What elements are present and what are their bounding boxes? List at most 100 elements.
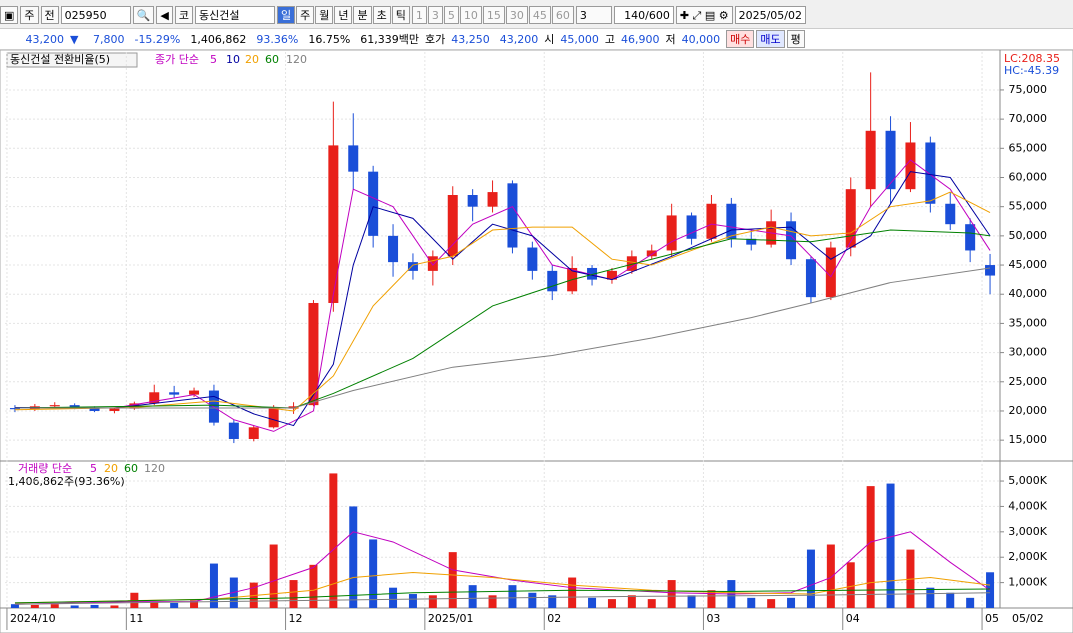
candle-body [885, 130, 896, 190]
legend-entry: 5 [210, 53, 217, 66]
step[interactable]: 3 [575, 6, 612, 24]
x-tick-label: 2025/01 [428, 612, 474, 625]
low-label: 저 [665, 33, 676, 46]
search[interactable]: 🔍 [132, 6, 155, 24]
ma-label: 종가 단순 [155, 53, 199, 66]
code-input[interactable]: 025950 [60, 6, 131, 24]
ma-line [14, 571, 991, 604]
period-button[interactable]: 년 [334, 6, 353, 24]
candle-body [507, 183, 518, 248]
interval-button[interactable]: 30 [505, 6, 528, 24]
x-tick-label: 12 [289, 612, 303, 625]
volume-bar [568, 577, 577, 608]
period-button[interactable]: 틱 [391, 6, 410, 24]
sell-button[interactable]: 매도 [756, 30, 785, 48]
date[interactable]: 2025/05/02 [734, 6, 806, 24]
candle-body [248, 427, 259, 439]
period-button[interactable]: 주 [296, 6, 315, 24]
volume-ratio: 93.36% [256, 32, 299, 46]
turnover: 16.75% [308, 32, 351, 46]
candle-body [427, 256, 438, 271]
period-button[interactable]: 초 [372, 6, 391, 24]
y-tick-label: 75,000 [1009, 83, 1048, 96]
ask-label: 호가 [425, 33, 446, 46]
y-tick-label: 60,000 [1009, 170, 1048, 183]
candle-body [308, 302, 319, 406]
ma-line [14, 531, 991, 605]
interval-button[interactable]: 45 [528, 6, 551, 24]
volume-bar [687, 595, 696, 608]
candle-body [368, 171, 379, 236]
prev[interactable]: 전 [40, 6, 59, 24]
count[interactable]: 140/600 [613, 6, 674, 24]
buy-button[interactable]: 매수 [726, 30, 755, 48]
lc-label: LC:208.35 [1004, 52, 1060, 65]
volume-bar [707, 590, 716, 608]
x-tick-label: 05 [985, 612, 999, 625]
volume-bar [508, 585, 517, 608]
volume-bar [806, 549, 815, 608]
interval-button[interactable]: 60 [551, 6, 574, 24]
high: 46,900 [621, 32, 660, 46]
y-tick-label: 45,000 [1009, 258, 1048, 271]
period-button[interactable]: 일 [276, 6, 296, 24]
candle-body [69, 405, 80, 409]
price: 43,200 [25, 32, 65, 46]
volume-bar [886, 483, 895, 608]
ma-line [14, 588, 991, 604]
candle-body [865, 130, 876, 190]
market[interactable]: 주 [20, 6, 39, 24]
period-button[interactable]: 월 [315, 6, 334, 24]
candle-body [905, 142, 916, 190]
hc-label: HC:-45.39 [1004, 64, 1059, 77]
interval-button[interactable]: 15 [482, 6, 505, 24]
candle-body [527, 247, 538, 271]
volume-bar [309, 564, 318, 608]
interval-button[interactable]: 10 [459, 6, 482, 24]
candle-body [587, 267, 598, 280]
x-tick-label: 2024/10 [10, 612, 56, 625]
chart: 동신건설 전환비율(5) 종가 단순 LC:208.35 HC:-45.39 거… [0, 50, 1073, 633]
x-tick-label: 11 [129, 612, 143, 625]
exchange[interactable]: 코 [174, 6, 193, 24]
ma-line [14, 159, 991, 432]
legend-entry: 20 [245, 53, 259, 66]
interval-button[interactable]: 1 [411, 6, 427, 24]
open-label: 시 [544, 33, 555, 46]
y-tick-label: 20,000 [1009, 404, 1048, 417]
candle-body [89, 408, 100, 411]
candle-body [805, 259, 816, 298]
stock-name: 동신건설 [194, 6, 275, 24]
sound[interactable]: ◀ [156, 6, 173, 24]
y-tick-label: 4,000K [1008, 499, 1047, 512]
candle-body [965, 224, 976, 251]
volume-bar [846, 562, 855, 608]
y-tick-label: 3,000K [1008, 525, 1047, 538]
period-button[interactable]: 분 [353, 6, 372, 24]
avg-button[interactable]: 평 [786, 30, 805, 48]
candle-body [606, 270, 617, 280]
legend-entry: 120 [144, 462, 165, 475]
volume-bar [289, 580, 298, 608]
interval-button[interactable]: 5 [443, 6, 459, 24]
intervals: 1 3 5 10 15 30 45 60 [411, 6, 574, 24]
icon[interactable]: ▣ [0, 6, 19, 24]
ma-line [14, 171, 991, 427]
volume-bar [428, 595, 437, 608]
candle-body [228, 422, 239, 439]
candle-body [407, 262, 418, 271]
high-label: 고 [604, 33, 616, 46]
volume-bar [548, 595, 557, 608]
candle-body [109, 408, 120, 411]
volume-bar [747, 597, 756, 608]
change-mark: ▼ [70, 32, 79, 46]
chart-title: 동신건설 전환비율(5) [10, 53, 110, 66]
y-tick-label: 15,000 [1009, 433, 1048, 446]
change: 7,800 [92, 32, 125, 46]
interval-button[interactable]: 3 [427, 6, 443, 24]
tools[interactable]: ✚ ⤢ ▤ ⚙ [675, 6, 733, 24]
volume-bar [408, 594, 417, 608]
y-tick-label: 2,000K [1008, 550, 1047, 563]
volume-bar [826, 544, 835, 608]
